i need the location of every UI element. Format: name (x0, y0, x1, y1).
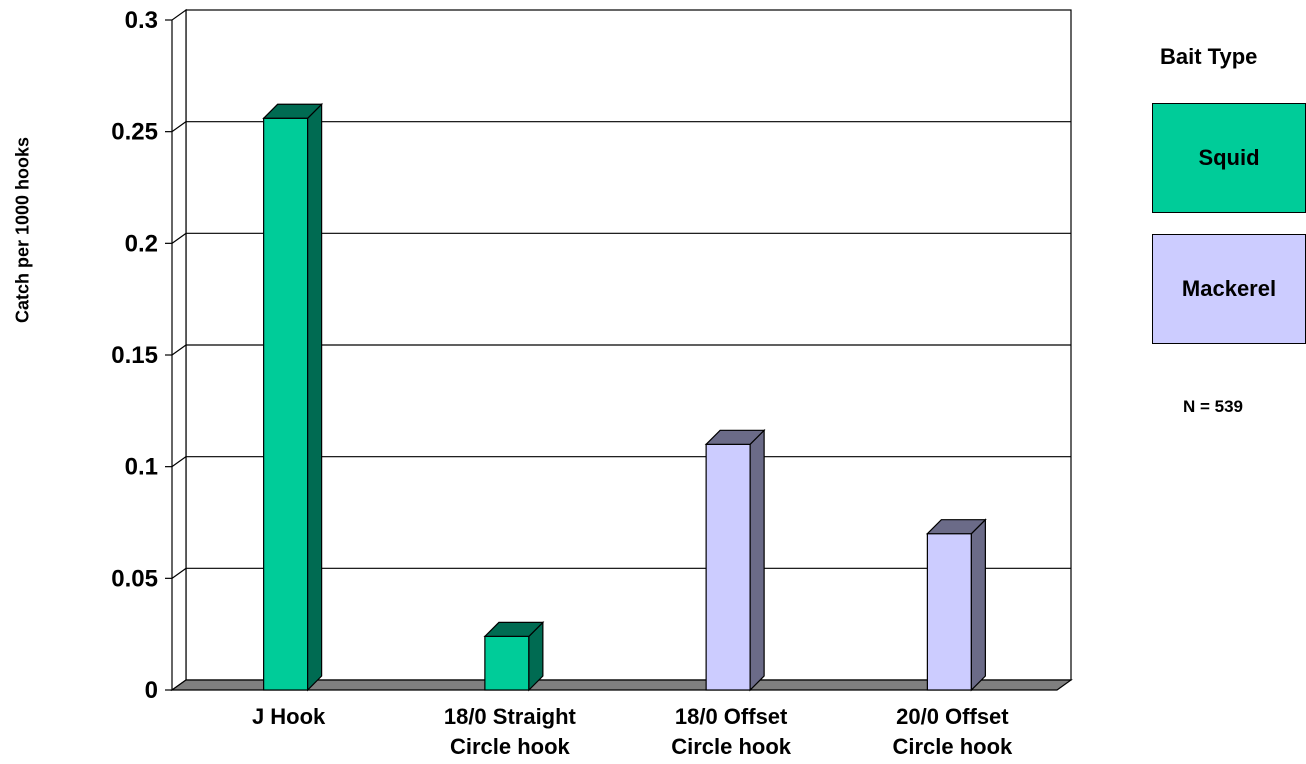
x-tick-label: 18/0 Offset (675, 704, 788, 729)
y-axis-label-text: Catch per 1000 hooks (12, 136, 33, 324)
bar-side (307, 102, 323, 692)
y-tick-label: 0.15 (111, 342, 158, 369)
bar-top (704, 429, 766, 445)
gridline-side (171, 121, 187, 133)
bar-top (925, 519, 987, 535)
bar-4 (925, 518, 987, 692)
x-tick-label: 20/0 Offset (896, 704, 1009, 729)
plot-floor (170, 679, 1073, 691)
bar-side (970, 518, 986, 692)
gridline-side (171, 232, 187, 244)
y-tick-label: 0.1 (125, 454, 158, 481)
y-tick-labels: 0 0.05 0.1 0.15 0.2 0.25 0.3 (111, 7, 158, 704)
bar-1 (262, 102, 324, 692)
gridlines (165, 19, 1071, 691)
gridline-side (171, 344, 187, 356)
y-tick-label: 0 (145, 677, 158, 704)
y-tick-label: 0.05 (111, 565, 158, 592)
y-tick-label: 0.25 (111, 119, 158, 146)
bar-top (262, 103, 324, 119)
x-tick-labels: J Hook 18/0 Straight Circle hook 18/0 Offse… (252, 704, 1013, 759)
y-tick-label: 0.2 (125, 230, 158, 257)
legend-item-mackerel: Mackerel (1152, 234, 1306, 344)
x-tick-label: Circle hook (450, 734, 571, 759)
sample-size-note: N = 539 (1183, 397, 1244, 416)
bar-2 (483, 620, 545, 692)
bar-3 (704, 428, 766, 692)
bar-front (484, 635, 530, 691)
legend-label-mackerel: Mackerel (1181, 276, 1277, 301)
bar-side (749, 428, 765, 692)
legend-item-squid: Squid (1152, 103, 1306, 213)
gridline-side (171, 456, 187, 468)
bar-top (483, 621, 545, 638)
x-tick-label: 18/0 Straight (444, 704, 577, 729)
y-tick-label: 0.3 (125, 7, 158, 34)
legend-title: Bait Type (1160, 44, 1258, 69)
bar-front (263, 117, 309, 691)
gridline-side (171, 567, 187, 579)
y-axis-label: Catch per 1000 hooks (8, 80, 38, 380)
bar-front (705, 443, 751, 691)
legend-label-squid: Squid (1198, 145, 1260, 170)
bar-front (926, 533, 972, 691)
x-tick-label: Circle hook (892, 734, 1013, 759)
x-tick-label: Circle hook (671, 734, 792, 759)
x-tick-label: J Hook (252, 704, 326, 729)
bars (262, 102, 987, 692)
